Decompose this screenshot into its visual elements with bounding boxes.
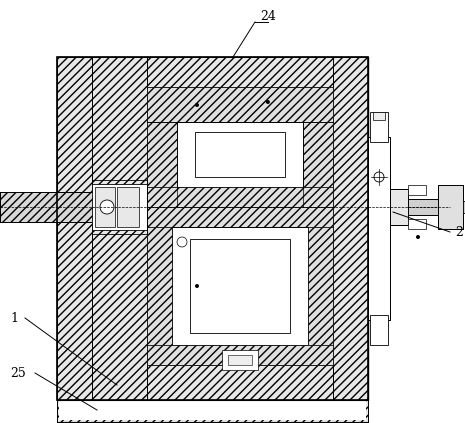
Bar xyxy=(147,87,333,122)
Bar xyxy=(147,207,333,365)
Bar xyxy=(228,355,252,365)
Text: 2: 2 xyxy=(455,225,463,239)
Bar xyxy=(92,184,147,230)
Text: 24: 24 xyxy=(260,10,276,23)
Bar xyxy=(390,189,408,225)
Circle shape xyxy=(374,172,384,182)
Bar xyxy=(57,400,368,422)
Bar xyxy=(408,185,426,195)
Bar xyxy=(95,187,115,227)
Bar xyxy=(147,345,333,365)
Bar xyxy=(147,227,172,345)
Bar xyxy=(147,187,333,207)
Text: 25: 25 xyxy=(10,366,26,379)
Bar xyxy=(117,187,139,227)
Circle shape xyxy=(177,237,187,247)
Bar xyxy=(370,112,388,142)
Bar xyxy=(59,400,366,420)
Bar xyxy=(438,185,463,229)
Bar xyxy=(177,122,303,187)
Bar xyxy=(308,227,333,345)
Bar xyxy=(463,201,465,213)
Bar xyxy=(190,239,290,333)
Bar xyxy=(57,57,368,87)
Bar xyxy=(172,227,308,345)
Bar xyxy=(57,57,92,400)
Text: 1: 1 xyxy=(10,311,18,324)
Circle shape xyxy=(100,200,114,214)
Bar xyxy=(59,59,366,398)
Bar xyxy=(438,185,463,229)
Bar xyxy=(390,189,408,225)
Bar xyxy=(92,57,147,400)
Circle shape xyxy=(416,235,420,239)
Bar xyxy=(333,57,368,400)
Bar xyxy=(0,192,147,222)
Bar xyxy=(368,137,390,320)
Bar xyxy=(195,132,285,177)
Bar xyxy=(370,315,388,345)
Bar xyxy=(57,57,368,400)
Bar xyxy=(408,199,463,215)
Bar xyxy=(373,112,385,120)
Bar xyxy=(57,365,368,400)
Circle shape xyxy=(195,103,199,107)
Bar xyxy=(408,219,426,229)
Bar xyxy=(147,207,333,227)
Bar xyxy=(368,137,390,320)
Circle shape xyxy=(266,100,270,104)
Circle shape xyxy=(195,284,199,288)
Bar xyxy=(147,87,317,207)
Bar xyxy=(147,87,333,207)
Bar xyxy=(303,122,333,187)
Bar xyxy=(147,207,317,357)
Bar xyxy=(0,192,147,222)
Bar xyxy=(222,350,258,370)
Bar xyxy=(147,122,177,187)
Bar xyxy=(57,57,368,400)
